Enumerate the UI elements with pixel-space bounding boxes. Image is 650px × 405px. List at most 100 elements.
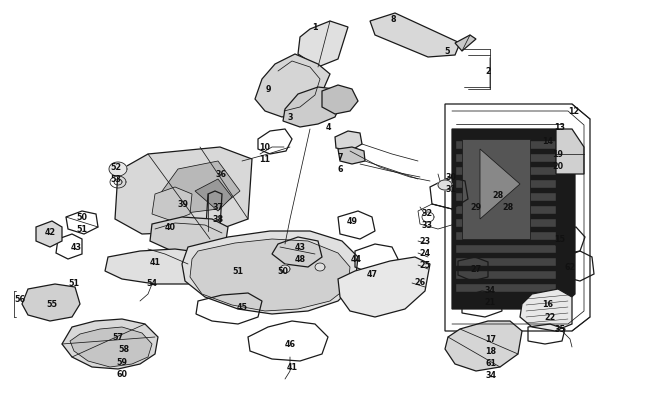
Text: 33: 33 [421,221,432,230]
Polygon shape [280,265,290,273]
Text: 26: 26 [415,278,426,287]
Text: 31: 31 [445,185,456,194]
Polygon shape [456,181,556,189]
Text: 19: 19 [552,150,564,159]
Text: 53: 53 [111,175,122,184]
Text: 34: 34 [486,371,497,379]
Text: 21: 21 [484,298,495,307]
Text: 51: 51 [68,279,79,288]
Text: 54: 54 [146,279,157,288]
Polygon shape [298,22,348,68]
Polygon shape [255,55,330,118]
Text: 16: 16 [543,300,554,309]
Polygon shape [283,88,342,128]
Text: 43: 43 [70,243,81,252]
Text: 20: 20 [552,162,564,171]
Text: 47: 47 [367,270,378,279]
Text: 3: 3 [287,113,292,122]
Polygon shape [456,168,556,175]
Polygon shape [109,162,127,177]
Text: 5: 5 [444,47,450,56]
Polygon shape [456,232,556,241]
Text: 4: 4 [325,123,331,132]
Text: 49: 49 [346,217,358,226]
Polygon shape [338,257,430,317]
Polygon shape [335,132,362,151]
Polygon shape [445,321,522,371]
Text: 14: 14 [543,137,554,146]
Text: 41: 41 [287,362,298,371]
Text: 8: 8 [390,15,396,24]
Polygon shape [150,217,228,254]
Polygon shape [456,142,556,149]
Polygon shape [190,239,350,311]
Text: 10: 10 [259,143,270,152]
Text: 13: 13 [554,123,565,132]
Text: 42: 42 [44,228,55,237]
Polygon shape [70,327,152,367]
Text: 12: 12 [569,107,580,116]
Text: 27: 27 [471,265,482,274]
Polygon shape [22,284,80,321]
Text: 56: 56 [14,295,25,304]
Text: 62: 62 [564,263,575,272]
Text: 61: 61 [486,358,497,368]
Text: 44: 44 [350,255,361,264]
Text: 23: 23 [419,237,430,246]
Polygon shape [556,130,584,175]
Polygon shape [456,155,556,162]
Text: 41: 41 [150,258,161,267]
Text: 9: 9 [265,85,271,94]
Text: 39: 39 [177,200,188,209]
Text: 60: 60 [116,370,127,379]
Text: 29: 29 [471,203,482,212]
Text: 6: 6 [337,165,343,174]
Text: 34: 34 [484,286,495,295]
Polygon shape [452,130,575,309]
Text: 50: 50 [278,267,289,276]
Text: 17: 17 [486,335,497,344]
Polygon shape [438,181,452,190]
Polygon shape [456,258,556,266]
Text: 58: 58 [118,345,129,354]
Polygon shape [315,263,325,271]
Text: 25: 25 [419,261,430,270]
Text: 22: 22 [545,313,556,322]
Text: 24: 24 [419,249,430,258]
Polygon shape [115,148,252,234]
Text: 30: 30 [445,173,456,182]
Text: 36: 36 [216,170,226,179]
Text: 1: 1 [312,23,318,32]
Polygon shape [322,86,358,115]
Text: 46: 46 [285,340,296,349]
Polygon shape [36,222,62,247]
Polygon shape [338,148,365,164]
Text: 48: 48 [294,255,305,264]
Text: 37: 37 [213,203,224,212]
Text: 32: 32 [421,209,432,218]
Polygon shape [456,284,556,292]
Text: 2: 2 [485,67,491,76]
Text: 11: 11 [259,155,270,164]
Polygon shape [105,249,225,284]
Text: 57: 57 [112,333,124,342]
Text: 52: 52 [111,163,122,172]
Polygon shape [456,220,556,228]
Text: 35: 35 [554,325,565,334]
Polygon shape [152,188,192,222]
Polygon shape [370,14,460,58]
Text: 18: 18 [486,347,497,356]
Text: 28: 28 [493,191,504,200]
Polygon shape [182,231,358,314]
Text: 51: 51 [77,225,88,234]
Text: 50: 50 [77,213,88,222]
Polygon shape [160,162,240,215]
Polygon shape [480,149,520,220]
Text: 59: 59 [116,358,127,367]
Polygon shape [456,194,556,202]
Polygon shape [520,289,572,331]
Polygon shape [195,179,232,211]
Text: 28: 28 [502,203,514,212]
Text: 45: 45 [237,303,248,312]
Polygon shape [456,207,556,215]
